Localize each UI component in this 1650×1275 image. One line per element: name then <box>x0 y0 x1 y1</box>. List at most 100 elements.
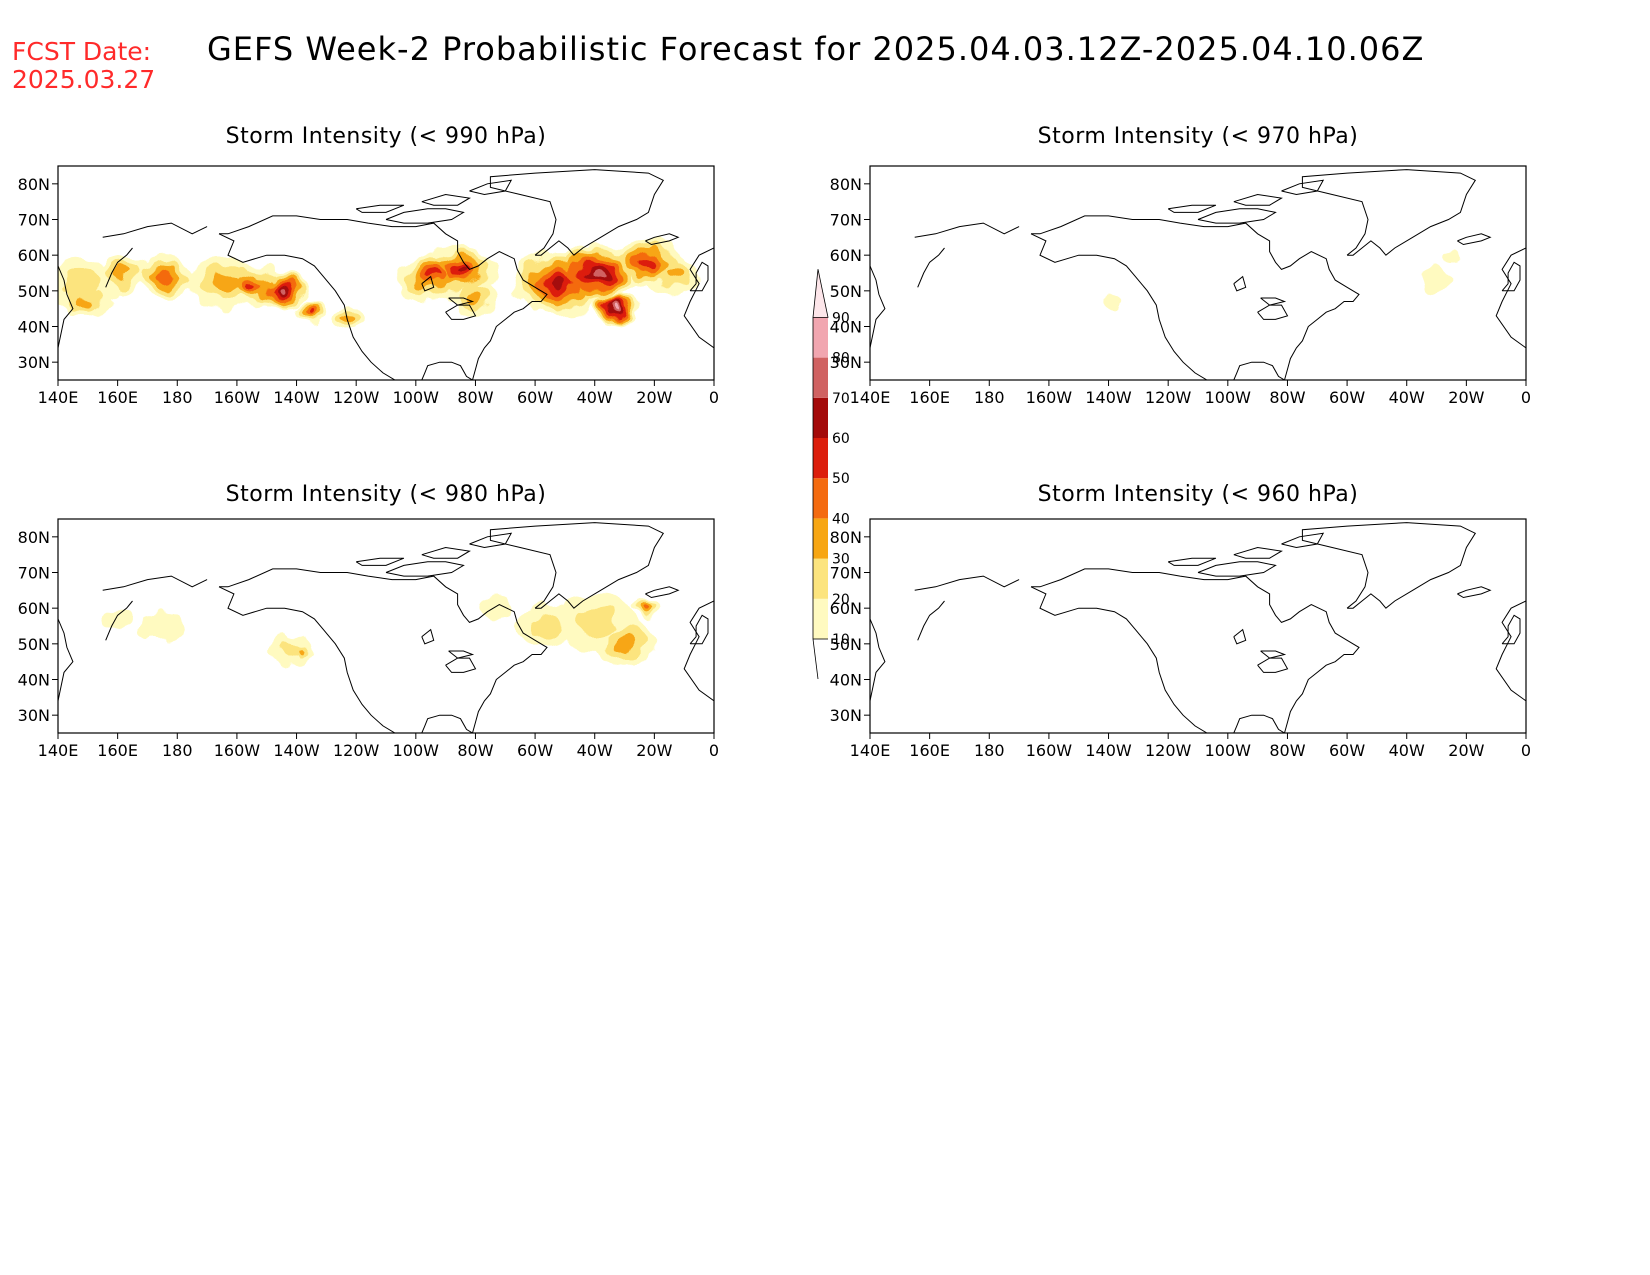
map-frame <box>57 165 715 381</box>
lon-tick-label: 140W <box>1085 388 1132 407</box>
probability-contour-30 <box>114 266 133 280</box>
lon-tick-label: 100W <box>1205 741 1252 760</box>
lon-tick-label: 40W <box>577 741 613 760</box>
probability-contour-70 <box>277 288 286 294</box>
probability-contour-10 <box>1103 293 1126 310</box>
coastline <box>1167 204 1217 213</box>
lon-tick-label: 80W <box>1269 388 1305 407</box>
probability-contour-30 <box>298 648 307 654</box>
coastline <box>448 297 475 306</box>
lon-tick-label: 0 <box>709 741 719 760</box>
lat-tick-label: 60N <box>18 246 50 265</box>
lon-tick-label: 20W <box>636 741 672 760</box>
coastline <box>1260 297 1287 306</box>
coastline <box>870 608 886 702</box>
lat-tick-label: 30N <box>18 353 50 372</box>
coastline <box>385 208 465 224</box>
coastline <box>448 650 475 659</box>
coastline <box>683 600 714 702</box>
coastline <box>105 600 133 641</box>
probability-contour-80 <box>612 306 619 311</box>
lon-tick-label: 160W <box>1026 388 1073 407</box>
coastline <box>1030 233 1208 380</box>
lat-tick-label: 50N <box>18 282 50 301</box>
colorbar-label: 80 <box>832 351 850 367</box>
lat-tick-label: 80N <box>18 528 50 547</box>
map-panel-p980: 140E 160E 180 160W 140W 120W 100W 80W 60W 40W 20W 0… <box>18 518 719 760</box>
forecast-date-label: FCST Date: <box>12 37 152 66</box>
probability-contour-60 <box>551 278 567 290</box>
colorbar-swatch <box>813 357 828 398</box>
lat-tick-label: 50N <box>830 282 862 301</box>
probability-contour-20 <box>574 607 616 638</box>
coastline <box>421 714 473 733</box>
map-panel-p990: 140E 160E 180 160W 140W 120W 100W 80W 60W 40W 20W 0… <box>18 165 719 407</box>
lon-tick-label: 20W <box>1448 388 1484 407</box>
lon-tick-label: 140E <box>38 388 79 407</box>
lon-tick-label: 80W <box>457 741 493 760</box>
lon-tick-label: 20W <box>636 388 672 407</box>
probability-contour-70 <box>588 268 601 278</box>
lon-tick-label: 0 <box>1521 388 1531 407</box>
coastline <box>917 600 945 641</box>
colorbar-swatch <box>813 438 828 479</box>
coastline <box>1233 193 1283 206</box>
colorbar-swatch <box>813 397 828 438</box>
coastline <box>689 261 709 292</box>
probability-contour-10 <box>142 609 188 643</box>
probability-contour-30 <box>614 636 635 651</box>
probability-contour-10 <box>481 597 512 619</box>
coastline <box>645 233 680 246</box>
lon-tick-label: 120W <box>1145 741 1192 760</box>
lat-tick-label: 70N <box>18 211 50 230</box>
lon-tick-label: 160W <box>1026 741 1073 760</box>
lon-tick-label: 60W <box>1329 741 1365 760</box>
lon-tick-label: 0 <box>1521 741 1531 760</box>
lon-tick-label: 60W <box>517 388 553 407</box>
lon-tick-label: 40W <box>1389 741 1425 760</box>
colorbar-label: 20 <box>832 592 850 608</box>
coastline <box>1260 650 1287 659</box>
map-panel-p970: 140E 160E 180 160W 140W 120W 100W 80W 60W 40W 20W 0… <box>830 165 1531 407</box>
coastline <box>421 546 471 559</box>
coastlines <box>58 169 714 380</box>
map-frame <box>57 518 715 734</box>
lat-tick-label: 60N <box>830 246 862 265</box>
lon-tick-label: 120W <box>333 741 380 760</box>
coastline <box>1233 275 1247 292</box>
lat-tick-label: 80N <box>830 528 862 547</box>
coastline <box>469 179 513 196</box>
lon-tick-label: 160W <box>214 388 261 407</box>
coastline <box>469 532 513 549</box>
lat-tick-label: 30N <box>830 353 862 372</box>
lat-tick-label: 80N <box>830 175 862 194</box>
lon-tick-label: 80W <box>1269 741 1305 760</box>
colorbar-swatch <box>812 269 829 318</box>
probability-contour-50 <box>308 310 315 315</box>
lon-tick-label: 140W <box>1085 741 1132 760</box>
forecast-date-block: FCST Date: 2025.03.27 <box>12 38 155 94</box>
probability-contour-40 <box>644 605 653 611</box>
lon-tick-label: 160E <box>909 388 950 407</box>
coastline <box>355 557 405 566</box>
lon-tick-label: 160E <box>97 741 138 760</box>
coastline <box>218 233 396 380</box>
lon-tick-label: 20W <box>1448 741 1484 760</box>
coastline <box>1495 600 1526 702</box>
coastline <box>421 275 435 292</box>
colorbar: 10 20 30 40 50 60 70 80 90 <box>812 269 850 680</box>
coastline <box>1233 714 1285 733</box>
lon-tick-label: 160W <box>214 741 261 760</box>
lon-tick-label: 80W <box>457 388 493 407</box>
probability-contour-20 <box>63 270 101 298</box>
coastlines <box>870 522 1526 733</box>
lon-tick-label: 140W <box>273 741 320 760</box>
lon-tick-label: 100W <box>393 388 440 407</box>
coastlines <box>870 169 1526 380</box>
colorbar-label: 10 <box>832 632 850 648</box>
colorbar-label: 30 <box>832 552 850 568</box>
main-title: GEFS Week-2 Probabilistic Forecast for 2… <box>207 30 1425 68</box>
coastline <box>1301 169 1477 256</box>
coastline <box>1501 261 1521 292</box>
